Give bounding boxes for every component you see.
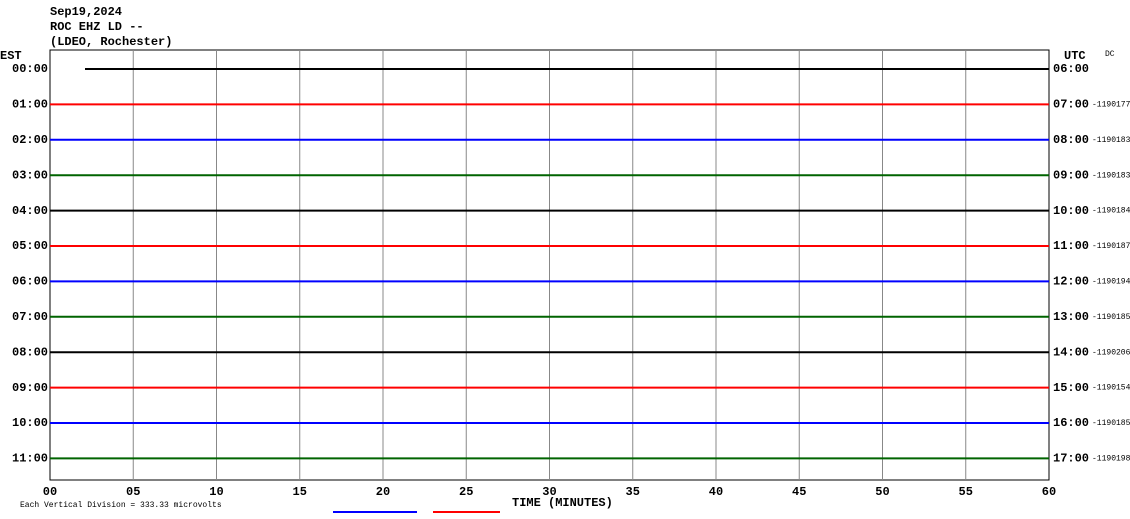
est-label: 06:00 (12, 275, 48, 289)
utc-label: 16:00 (1053, 416, 1089, 430)
utc-label: 12:00 (1053, 275, 1089, 289)
est-label: 11:00 (12, 452, 48, 466)
utc-label: 15:00 (1053, 381, 1089, 395)
x-tick-label: 00 (43, 485, 57, 499)
count-label: -1190185 (1092, 313, 1130, 322)
utc-label: 06:00 (1053, 62, 1089, 76)
left-label: EST (0, 49, 22, 63)
date: Sep19,2024 (50, 5, 122, 19)
est-label: 02:00 (12, 133, 48, 147)
x-tick-label: 05 (126, 485, 140, 499)
x-tick-label: 60 (1042, 485, 1056, 499)
utc-label: 11:00 (1053, 239, 1089, 253)
est-label: 05:00 (12, 239, 48, 253)
network: (LDEO, Rochester) (50, 35, 172, 49)
dc-label: DC (1105, 50, 1115, 59)
x-tick-label: 50 (875, 485, 889, 499)
count-label: -1190184 (1092, 207, 1130, 216)
right-label: UTC (1064, 49, 1086, 63)
est-label: 00:00 (12, 62, 48, 76)
utc-label: 10:00 (1053, 204, 1089, 218)
x-tick-label: 40 (709, 485, 723, 499)
count-label: -1190177 (1092, 101, 1130, 110)
count-label: -1190183 (1092, 171, 1130, 180)
utc-label: 14:00 (1053, 345, 1089, 359)
count-label: -1190194 (1092, 278, 1130, 287)
x-tick-label: 45 (792, 485, 806, 499)
count-label: -1190185 (1092, 419, 1130, 428)
x-tick-label: 15 (293, 485, 307, 499)
count-label: -1190154 (1092, 384, 1130, 393)
est-label: 01:00 (12, 98, 48, 112)
est-label: 03:00 (12, 168, 48, 182)
count-label: -1190206 (1092, 348, 1130, 357)
x-tick-label: 35 (626, 485, 640, 499)
utc-label: 09:00 (1053, 168, 1089, 182)
utc-label: 08:00 (1053, 133, 1089, 147)
scale-note: Each Vertical Division = 333.33 microvol… (20, 501, 222, 510)
x-tick-label: 30 (542, 485, 556, 499)
est-label: 09:00 (12, 381, 48, 395)
count-label: -1190183 (1092, 136, 1130, 145)
est-label: 10:00 (12, 416, 48, 430)
utc-label: 07:00 (1053, 98, 1089, 112)
utc-label: 17:00 (1053, 452, 1089, 466)
x-tick-label: 55 (959, 485, 973, 499)
x-axis-label: TIME (MINUTES) (512, 496, 613, 510)
count-label: -1190198 (1092, 455, 1130, 464)
est-label: 08:00 (12, 345, 48, 359)
x-tick-label: 25 (459, 485, 473, 499)
count-label: -1190187 (1092, 242, 1130, 251)
est-label: 04:00 (12, 204, 48, 218)
x-tick-label: 20 (376, 485, 390, 499)
utc-label: 13:00 (1053, 310, 1089, 324)
est-label: 07:00 (12, 310, 48, 324)
x-tick-label: 10 (209, 485, 223, 499)
station: ROC EHZ LD -- (50, 20, 144, 34)
